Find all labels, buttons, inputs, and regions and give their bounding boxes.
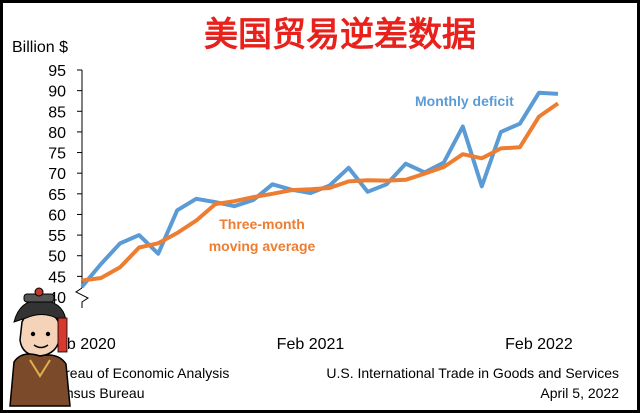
y-tick-label: 75: [48, 146, 66, 163]
y-tick-label: 70: [48, 166, 66, 183]
y-axis-unit-label: Billion $: [12, 39, 68, 56]
series-line-moving-average: [81, 101, 560, 283]
y-tick-label: 45: [48, 269, 66, 286]
footer-source-2: Census Bureau: [48, 385, 145, 401]
series-label-moving-average-line1: Three-month: [219, 216, 305, 232]
x-tick-label: Feb 2021: [277, 336, 345, 353]
footer-report-title: U.S. International Trade in Goods and Se…: [326, 365, 619, 381]
footer-report-date: April 5, 2022: [540, 385, 619, 401]
y-tick-label: 85: [48, 104, 66, 121]
y-axis-break: [75, 287, 89, 308]
headline: 美国贸易逆差数据: [204, 15, 476, 55]
y-tick-label: 55: [48, 228, 66, 245]
series-label-monthly-deficit: Monthly deficit: [415, 93, 514, 109]
x-tick-label: Feb 2022: [505, 336, 573, 353]
y-tick-label: 95: [48, 63, 66, 80]
y-tick-label: 80: [48, 125, 66, 142]
y-tick-label: 65: [48, 187, 66, 204]
cartoon-mascot-illustration: [9, 287, 71, 407]
series-label-moving-average-line2: moving average: [209, 238, 316, 254]
series-lines: [80, 90, 560, 288]
x-axis-ticks: Feb 2020 Feb 2021 Feb 2022: [48, 336, 573, 353]
y-tick-label: 90: [48, 84, 66, 101]
y-tick-label: 60: [48, 207, 66, 224]
y-tick-label: 50: [48, 249, 66, 266]
footer-source-1: Bureau of Economic Analysis: [48, 365, 229, 381]
